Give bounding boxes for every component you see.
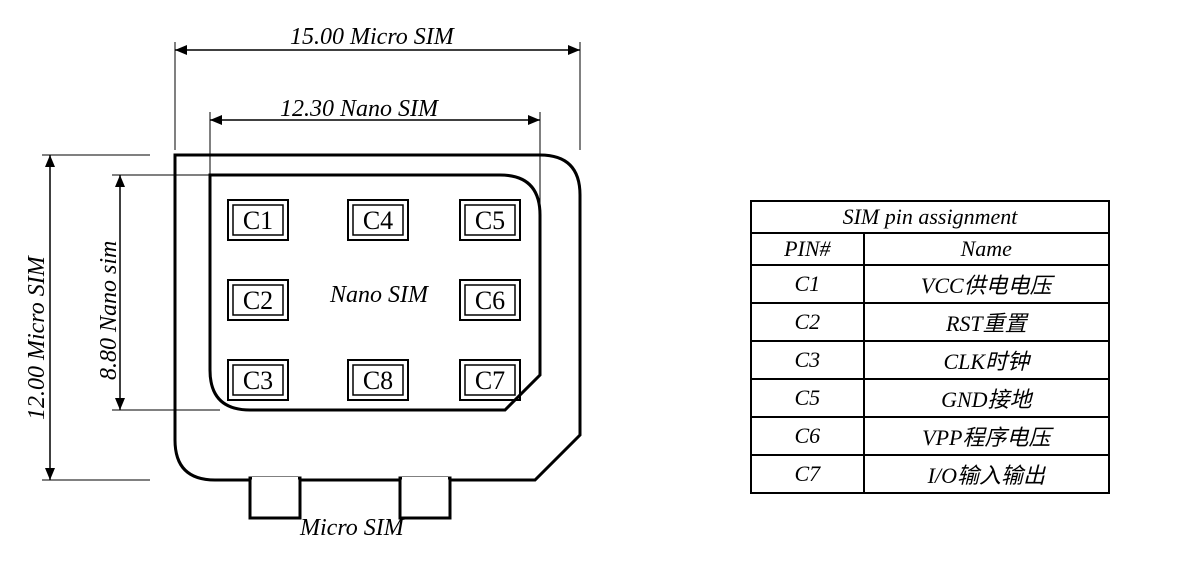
- dim-top-outer: 15.00 Micro SIM: [290, 24, 456, 50]
- table-header-pin: PIN#: [751, 233, 864, 265]
- table-title: SIM pin assignment: [751, 201, 1109, 233]
- table-row: C1VCC供电电压: [751, 265, 1109, 303]
- pad-label-c7: C7: [475, 366, 505, 395]
- table-row: C3CLK时钟: [751, 341, 1109, 379]
- pin-assignment-table: SIM pin assignmentPIN#NameC1VCC供电电压C2RST…: [750, 200, 1110, 494]
- pad-label-c6: C6: [475, 286, 505, 315]
- pad-label-c8: C8: [363, 366, 393, 395]
- pad-label-c4: C4: [363, 206, 393, 235]
- dim-left-inner: 8.80 Nano sim: [96, 241, 122, 380]
- dim-top-inner: 12.30 Nano SIM: [280, 96, 440, 122]
- table-row: C6VPP程序电压: [751, 417, 1109, 455]
- table-header-name: Name: [864, 233, 1109, 265]
- micro-sim-label: Micro SIM: [299, 515, 406, 541]
- pad-label-c2: C2: [243, 286, 273, 315]
- pad-label-c5: C5: [475, 206, 505, 235]
- dim-left-outer: 12.00 Micro SIM: [24, 254, 50, 420]
- table-row: C2RST重置: [751, 303, 1109, 341]
- table-row: C5GND接地: [751, 379, 1109, 417]
- pad-label-c3: C3: [243, 366, 273, 395]
- nano-sim-label: Nano SIM: [329, 282, 430, 308]
- table-row: C7I/O输入输出: [751, 455, 1109, 493]
- pad-label-c1: C1: [243, 206, 273, 235]
